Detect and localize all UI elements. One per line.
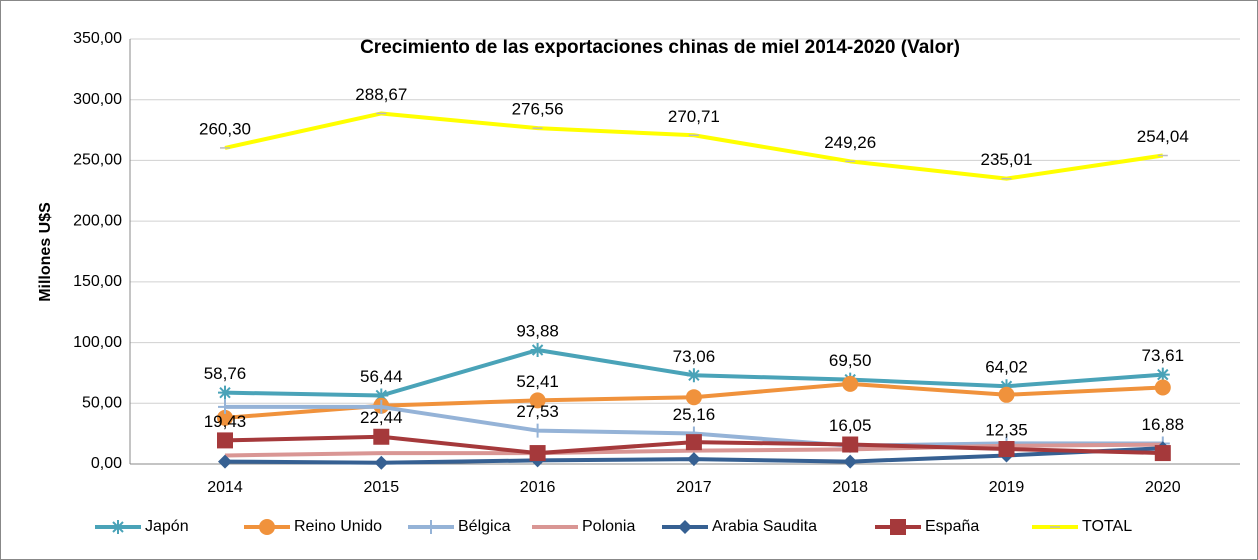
y-tick-label: 300,00 — [73, 91, 122, 108]
x-tick-label: 2015 — [364, 479, 400, 496]
data-label: 235,01 — [981, 150, 1033, 169]
marker — [842, 436, 859, 453]
legend-marker — [890, 519, 906, 535]
y-tick-label: 100,00 — [73, 334, 122, 351]
chart-title: Crecimiento de las exportaciones chinas … — [360, 37, 960, 58]
data-label: 12,35 — [985, 420, 1028, 439]
data-label: 73,06 — [673, 347, 716, 366]
marker — [217, 409, 233, 426]
data-label: 249,26 — [824, 133, 876, 152]
marker — [998, 441, 1015, 458]
data-label: 27,53 — [516, 402, 559, 421]
data-label: 69,50 — [829, 351, 872, 370]
data-label: 25,16 — [673, 405, 716, 424]
y-tick-label: 350,00 — [73, 30, 122, 47]
marker — [1155, 367, 1170, 382]
data-label: 276,56 — [512, 100, 564, 119]
y-tick-label: 200,00 — [73, 212, 122, 229]
marker — [530, 343, 545, 358]
data-label: 73,61 — [1142, 346, 1185, 365]
data-label: 270,71 — [668, 107, 720, 126]
data-label: 93,88 — [516, 321, 559, 340]
legend-label: Reino Unido — [294, 518, 382, 535]
x-tick-label: 2014 — [207, 479, 243, 496]
marker — [218, 399, 232, 414]
data-label: 52,41 — [516, 372, 559, 391]
x-tick-label: 2020 — [1145, 479, 1181, 496]
marker — [843, 454, 858, 469]
marker — [686, 452, 701, 467]
marker — [842, 375, 859, 392]
legend-marker — [111, 520, 125, 534]
data-label: 19,43 — [204, 412, 247, 431]
legend-label: Japón — [145, 518, 189, 535]
x-tick-label: 2019 — [989, 479, 1025, 496]
marker — [373, 428, 390, 445]
y-axis-label: Millones U$S — [37, 202, 54, 302]
y-tick-label: 50,00 — [82, 395, 122, 412]
legend-label: España — [925, 518, 979, 535]
marker — [999, 379, 1014, 394]
marker — [529, 445, 546, 462]
marker — [218, 385, 232, 400]
marker — [218, 454, 232, 469]
legend-marker — [678, 520, 692, 534]
y-tick-label: 0,00 — [91, 455, 122, 472]
marker — [529, 392, 546, 409]
x-tick-label: 2016 — [520, 479, 556, 496]
data-label: 58,76 — [204, 364, 247, 383]
y-tick-label: 150,00 — [73, 273, 122, 290]
marker — [374, 455, 389, 470]
data-label: 56,44 — [360, 367, 403, 386]
data-label: 260,30 — [199, 119, 251, 138]
data-label: 288,67 — [355, 85, 407, 104]
legend-label: Polonia — [582, 518, 635, 535]
marker — [1154, 379, 1171, 396]
data-label: 16,88 — [1142, 415, 1185, 434]
legend-marker — [424, 520, 438, 534]
y-tick-label: 250,00 — [73, 152, 122, 169]
marker — [686, 368, 701, 383]
x-tick-label: 2017 — [676, 479, 712, 496]
marker — [217, 432, 233, 449]
marker — [685, 434, 702, 451]
data-label: 254,04 — [1137, 127, 1189, 146]
marker — [374, 388, 389, 403]
legend-marker — [259, 519, 275, 535]
marker — [1154, 445, 1171, 462]
marker — [998, 386, 1015, 403]
legend-label: Bélgica — [458, 518, 511, 535]
data-label: 16,05 — [829, 416, 872, 435]
marker — [374, 399, 389, 414]
data-label: 22,44 — [360, 408, 403, 427]
data-label: 64,02 — [985, 358, 1028, 377]
marker — [530, 423, 545, 438]
legend-label: Arabia Saudita — [712, 518, 817, 535]
marker — [685, 389, 702, 406]
legend-label: TOTAL — [1082, 518, 1132, 535]
x-tick-label: 2018 — [832, 479, 868, 496]
